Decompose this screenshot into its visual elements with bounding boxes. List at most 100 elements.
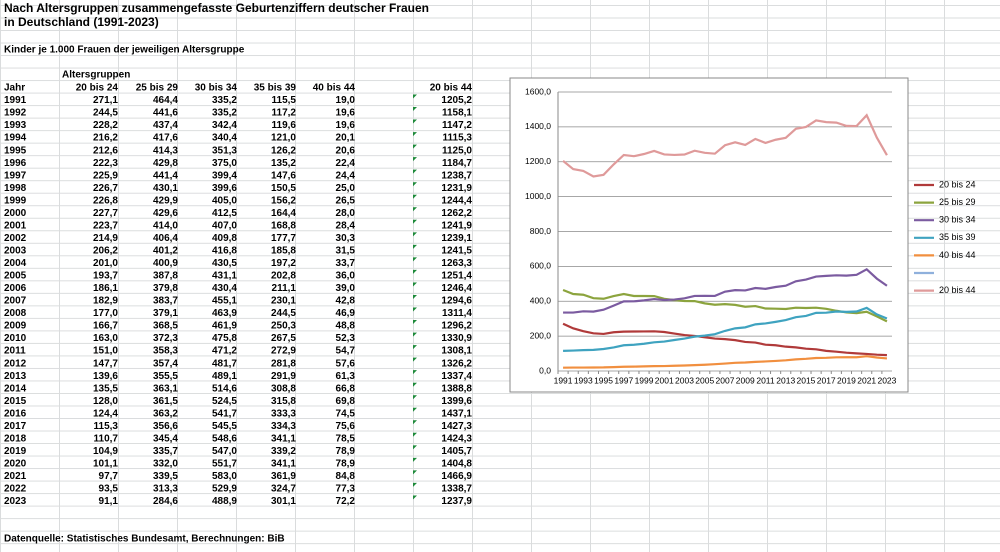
table-cell: 267,5: [271, 333, 296, 344]
table-cell: 414,0: [153, 220, 178, 231]
table-cell: 281,8: [271, 358, 296, 369]
table-cell: 1326,2: [441, 358, 472, 369]
table-cell: 19,6: [336, 108, 356, 119]
table-cell: 182,9: [93, 296, 118, 307]
table-cell: 119,6: [272, 120, 297, 131]
column-header: 40 bis 44: [313, 83, 356, 94]
table-cell: 1205,2: [441, 95, 472, 106]
table-cell: 272,9: [271, 346, 296, 357]
table-cell: 1262,2: [441, 208, 472, 219]
table-cell: 139,6: [93, 371, 118, 382]
cell-marker: [413, 207, 417, 212]
column-header: 20 bis 24: [76, 83, 119, 94]
y-tick-label: 1400,0: [525, 121, 551, 131]
y-tick-label: 200,0: [530, 330, 552, 340]
table-cell: 115,5: [272, 95, 297, 106]
cell-marker: [413, 395, 417, 400]
y-tick-label: 800,0: [530, 226, 552, 236]
table-cell: 1995: [4, 145, 27, 156]
line: [562, 288, 888, 323]
table-cell: 1239,1: [441, 233, 472, 244]
table-cell: 177,7: [271, 233, 296, 244]
table-cell: 1993: [4, 120, 27, 131]
legend-label: 20 bis 24: [939, 179, 976, 189]
table-cell: 177,0: [93, 308, 118, 319]
table-cell: 1405,7: [441, 446, 472, 457]
table-cell: 225,9: [93, 170, 118, 181]
table-cell: 441,6: [153, 108, 178, 119]
x-tick-label: 2009: [736, 375, 755, 385]
table-cell: 1404,8: [441, 459, 472, 470]
x-tick-label: 1991: [554, 375, 573, 385]
table-cell: 147,7: [93, 358, 118, 369]
table-cell: 42,8: [336, 296, 356, 307]
table-cell: 244,5: [271, 308, 296, 319]
table-cell: 430,4: [212, 283, 237, 294]
legend-label: 30 bis 34: [939, 215, 976, 225]
table-cell: 1263,3: [441, 258, 472, 269]
cell-marker: [413, 257, 417, 262]
table-cell: 356,6: [153, 421, 178, 432]
table-cell: 2020: [4, 459, 27, 470]
cell-marker: [413, 294, 417, 299]
table-cell: 291,9: [271, 371, 296, 382]
table-cell: 1427,3: [441, 421, 472, 432]
line: [562, 322, 887, 357]
table-cell: 128,0: [93, 396, 118, 407]
table-cell: 75,6: [336, 421, 356, 432]
cell-marker: [413, 94, 417, 99]
y-tick-label: 400,0: [530, 296, 552, 306]
table-cell: 214,9: [93, 233, 118, 244]
table-cell: 93,5: [99, 484, 119, 495]
table-cell: 333,3: [271, 408, 296, 419]
table-cell: 46,9: [336, 308, 356, 319]
table-cell: 1237,9: [441, 496, 472, 507]
table-cell: 77,3: [336, 484, 356, 495]
table-cell: 101,1: [93, 459, 118, 470]
table-cell: 2023: [4, 496, 27, 507]
table-cell: 2001: [4, 220, 27, 231]
table-cell: 72,2: [336, 496, 356, 507]
table-cell: 461,9: [212, 321, 237, 332]
table-cell: 2022: [4, 484, 27, 495]
table-cell: 197,2: [271, 258, 296, 269]
table-cell: 2000: [4, 208, 27, 219]
table-cell: 228,2: [93, 120, 118, 131]
table-cell: 54,7: [336, 346, 356, 357]
table-cell: 186,1: [93, 283, 118, 294]
table-cell: 429,8: [153, 158, 178, 169]
table-cell: 399,4: [212, 170, 237, 181]
table-cell: 28,0: [336, 208, 356, 219]
table-cell: 39,0: [336, 283, 356, 294]
table-cell: 166,7: [93, 321, 118, 332]
legend-label: 35 bis 39: [939, 232, 976, 242]
table-cell: 150,5: [271, 183, 296, 194]
table-cell: 301,1: [271, 496, 296, 507]
table-cell: 212,6: [93, 145, 118, 156]
line: [563, 306, 888, 352]
cell-marker: [413, 107, 417, 112]
table-cell: 2012: [4, 358, 27, 369]
table-cell: 1125,0: [442, 145, 472, 156]
table-cell: 1244,4: [441, 195, 472, 206]
table-cell: 2004: [4, 258, 27, 269]
x-tick-label: 2021: [857, 375, 876, 385]
column-header: 35 bis 39: [254, 83, 297, 94]
table-cell: 1115,3: [443, 133, 473, 144]
table-cell: 2015: [4, 396, 27, 407]
table-cell: 464,4: [153, 95, 178, 106]
table-cell: 2003: [4, 246, 27, 257]
table-cell: 334,3: [271, 421, 296, 432]
source: Datenquelle: Statistisches Bundesamt, Be…: [4, 534, 285, 545]
table-cell: 2008: [4, 308, 27, 319]
table-cell: 22,4: [336, 158, 356, 169]
table-cell: 115,3: [94, 421, 119, 432]
cell-marker: [413, 269, 417, 274]
table-cell: 2021: [4, 471, 27, 482]
legend-label: 20 bis 44: [939, 285, 976, 295]
cell-marker: [413, 244, 417, 249]
table-cell: 489,1: [212, 371, 237, 382]
table-cell: 57,6: [336, 358, 356, 369]
table-cell: 20,1: [336, 133, 356, 144]
table-cell: 28,4: [336, 220, 356, 231]
